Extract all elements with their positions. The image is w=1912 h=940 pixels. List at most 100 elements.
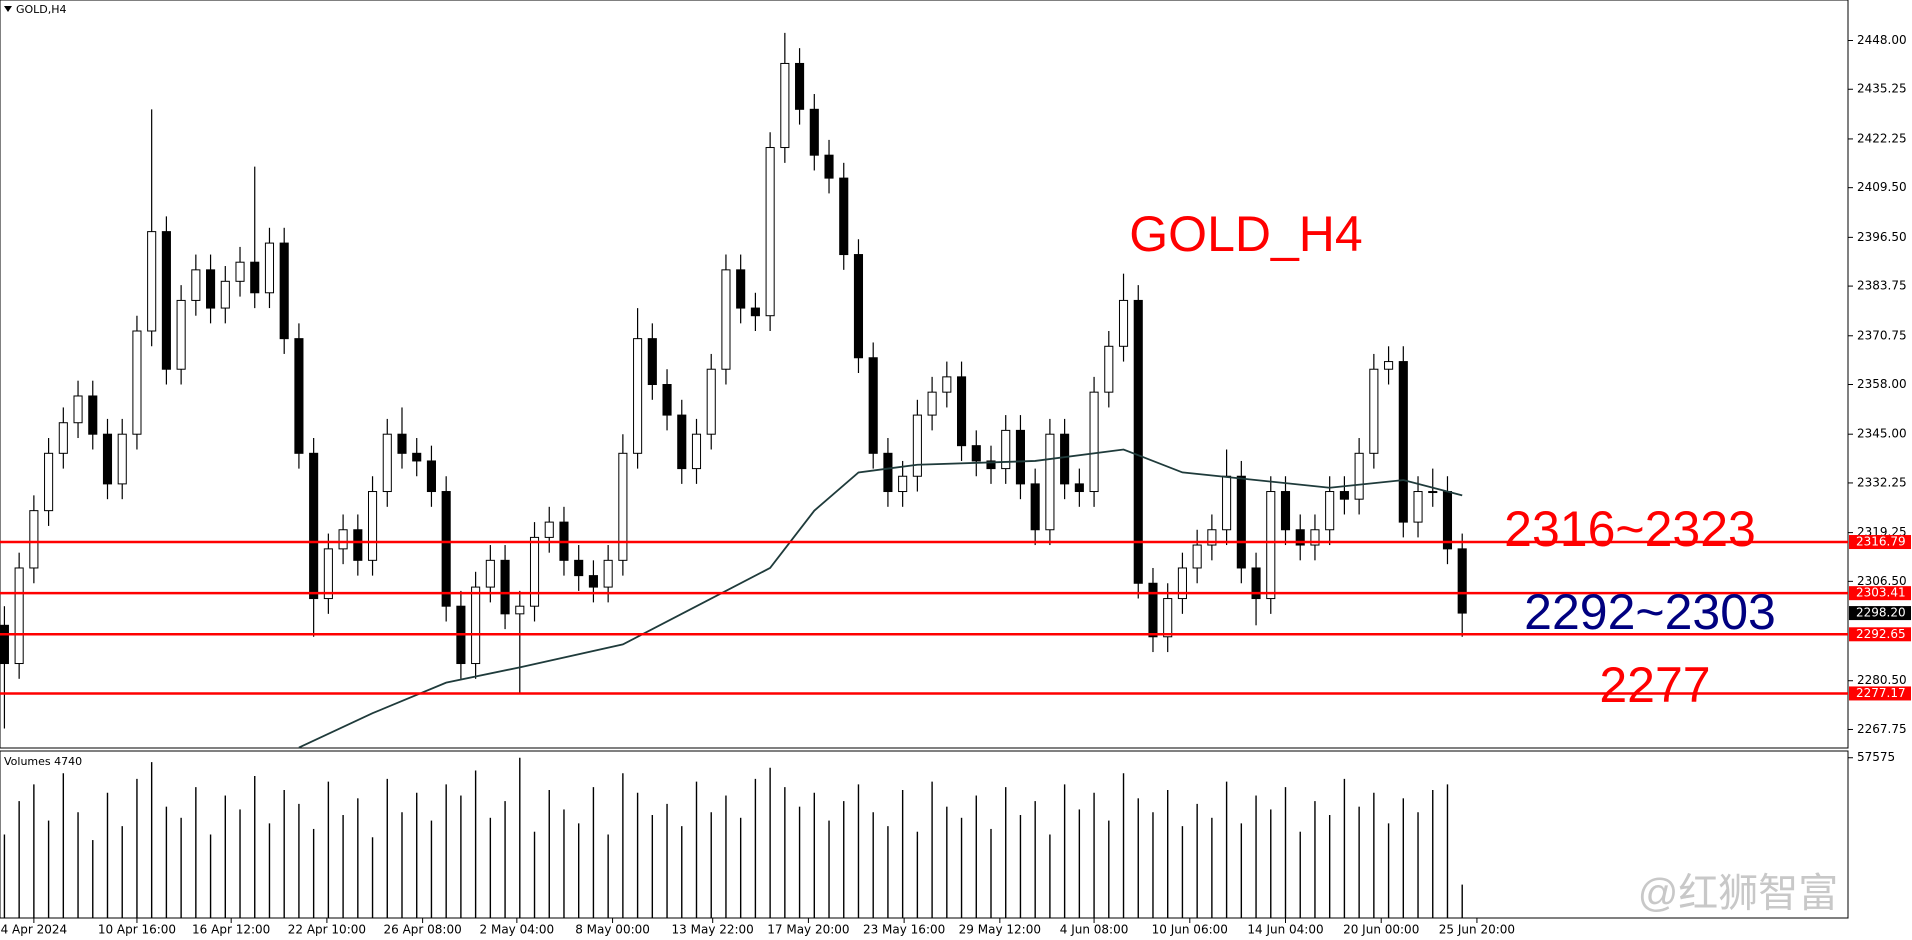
candle-body (956, 376, 967, 447)
y-tick-label: 2422.25 (1857, 131, 1907, 145)
candle-body (132, 330, 142, 435)
candle-body (1030, 483, 1040, 531)
x-tick-label: 14 Jun 04:00 (1247, 923, 1323, 937)
y-tick-label: 2370.75 (1857, 328, 1907, 342)
candle-body (58, 422, 68, 454)
x-tick-label: 4 Apr 2024 (1, 923, 68, 937)
candle-body (809, 108, 819, 156)
candle-body (1148, 582, 1158, 638)
candle-body (309, 452, 319, 600)
x-tick-label: 13 May 22:00 (672, 923, 754, 937)
candle-body (1015, 429, 1025, 485)
x-tick-label: 10 Jun 06:00 (1152, 923, 1228, 937)
candle-body (1325, 491, 1335, 531)
x-tick-label: 8 May 00:00 (575, 923, 650, 937)
candle-body (250, 261, 260, 294)
candle-body (780, 62, 790, 149)
candle-body (1045, 433, 1055, 531)
candle-body (912, 414, 922, 477)
candle-body (1104, 345, 1114, 393)
candle-body (1354, 452, 1364, 500)
x-tick-label: 4 Jun 08:00 (1060, 923, 1129, 937)
candle-body (117, 433, 127, 485)
candle-body (235, 261, 245, 282)
candle-body (1207, 529, 1217, 546)
candle-body (736, 269, 746, 309)
candle-body (1310, 529, 1320, 546)
level-label-bg (1849, 535, 1911, 550)
candle-body (1369, 368, 1379, 454)
y-tick-label: 2435.25 (1857, 82, 1907, 96)
candle-body (397, 433, 407, 454)
candle-body (574, 559, 584, 577)
candle-body (88, 395, 98, 435)
candle-body (73, 395, 83, 424)
candle-body (1222, 475, 1232, 531)
x-tick-label: 16 Apr 12:00 (192, 923, 270, 937)
candle-body (942, 376, 952, 393)
candle-body (1089, 391, 1099, 493)
candle-body (485, 559, 495, 588)
candle-body (1280, 491, 1291, 531)
candle-body (868, 357, 878, 454)
candle-body (691, 433, 702, 470)
candle-body (706, 368, 716, 435)
candle-body (618, 452, 628, 561)
x-tick-label: 26 Apr 08:00 (383, 923, 461, 937)
candle-body (412, 452, 422, 462)
y-tick-label: 2396.50 (1857, 230, 1907, 244)
level-label: 2277.17 (1856, 686, 1906, 700)
candle-body (647, 338, 657, 386)
candle-body (279, 242, 289, 340)
candle-body (323, 548, 333, 600)
moving-average (298, 448, 1463, 749)
level-label-bg (1849, 627, 1911, 642)
last-price-bg (1849, 606, 1911, 621)
candle-body (176, 299, 186, 370)
candle-body (1442, 491, 1453, 550)
x-tick-label: 2 May 04:00 (480, 923, 555, 937)
x-tick-label: 20 Jun 00:00 (1343, 923, 1419, 937)
candle-body (0, 624, 9, 665)
candle-body (1074, 483, 1084, 493)
x-tick-label: 29 May 12:00 (959, 923, 1041, 937)
candle-body (426, 460, 436, 493)
x-tick-label: 23 May 16:00 (863, 923, 945, 937)
candle-body (898, 475, 908, 493)
candle-body (500, 559, 510, 615)
candle-body (588, 575, 598, 588)
candle-body (603, 559, 613, 588)
candle-body (161, 231, 171, 370)
candle-body (264, 242, 275, 294)
candle-body (44, 452, 54, 512)
x-tick-label: 25 Jun 20:00 (1439, 923, 1515, 937)
y-tick-label: 2280.50 (1857, 673, 1907, 687)
candle-body (1266, 491, 1276, 600)
candle-body (29, 510, 39, 569)
candle-body (471, 586, 481, 665)
candle-body (353, 529, 363, 561)
x-tick-label: 10 Apr 16:00 (98, 923, 176, 937)
candle-body (1236, 475, 1246, 569)
menu-arrow[interactable] (4, 6, 12, 12)
y-tick-label: 2448.00 (1857, 33, 1907, 47)
candle-body (1428, 491, 1438, 494)
candle-body (927, 391, 937, 416)
candle-body (14, 567, 24, 665)
x-tick-label: 17 May 20:00 (767, 923, 849, 937)
volume-title: Volumes 4740 (4, 755, 82, 768)
candle-body (294, 338, 304, 454)
candle-body (1163, 598, 1173, 638)
candle-body (1251, 567, 1261, 600)
candle-body (1060, 433, 1070, 485)
candle-body (1001, 429, 1011, 470)
candle-body (367, 491, 378, 561)
level-label-bg (1849, 586, 1911, 601)
candle-body (633, 338, 643, 454)
y-tick-label: 2358.00 (1857, 377, 1907, 391)
candle-body (1457, 548, 1467, 614)
annotation: 2316~2323 (1504, 501, 1756, 557)
level-label: 2303.41 (1856, 586, 1906, 600)
annotation: 2292~2303 (1524, 584, 1776, 640)
